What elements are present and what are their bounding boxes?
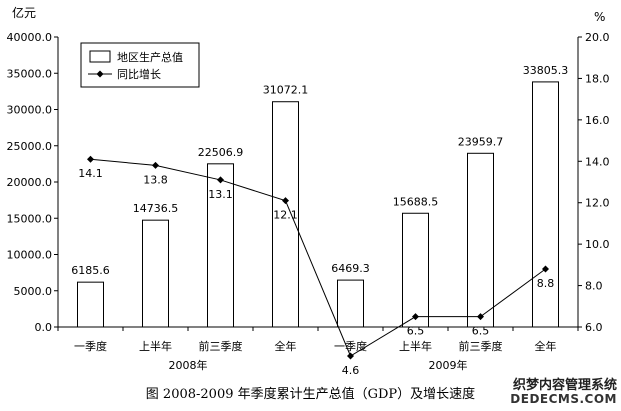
line-value-label: 13.8 [143, 173, 168, 186]
left-tick-label: 0.0 [35, 321, 53, 334]
right-tick-label: 12.0 [585, 197, 610, 210]
bar-value-label: 22506.9 [198, 146, 244, 159]
line-point-marker [347, 352, 354, 360]
bar-series [77, 81, 559, 328]
bar [532, 81, 559, 328]
right-tick-label: 16.0 [585, 114, 610, 127]
right-tick-label: 20.0 [585, 31, 610, 44]
bar [207, 163, 234, 328]
line-point-marker [87, 155, 94, 163]
left-tick-label: 35000.0 [7, 67, 53, 80]
left-unit-label: 亿元 [12, 5, 36, 20]
left-tick-label: 15000.0 [7, 212, 53, 225]
line-value-label: 14.1 [78, 167, 103, 180]
category-label: 前三季度 [199, 339, 243, 353]
line-value-label: 6.5 [472, 325, 490, 338]
bar-value-label: 33805.3 [523, 64, 569, 77]
bar [467, 152, 494, 328]
figure-caption: 图 2008-2009 年季度累计生产总值（GDP）及增长速度 [145, 387, 476, 402]
bar [337, 279, 364, 328]
left-tick-label: 30000.0 [7, 104, 53, 117]
line-value-label: 8.8 [537, 277, 555, 290]
legend-line-label: 同比增长 [117, 67, 161, 81]
legend-line-marker [96, 70, 104, 78]
category-label: 一季度 [74, 339, 107, 353]
line-point-marker [152, 161, 159, 169]
line-value-label: 6.5 [407, 325, 425, 338]
left-tick-label: 25000.0 [7, 140, 53, 153]
right-tick-label: 8.0 [585, 280, 603, 293]
data-labels: 6185.6 14736.5 22506.9 31072.1 6469.3 15688.5… [71, 64, 568, 377]
growth-line [90, 158, 546, 357]
right-unit-label: % [594, 10, 605, 24]
line-point-marker [412, 313, 419, 321]
bar [142, 219, 169, 328]
group-label: 2009年 [429, 358, 468, 372]
line-value-label: 12.1 [273, 209, 298, 222]
bar [402, 212, 429, 328]
bar-value-label: 6185.6 [71, 264, 110, 277]
line-point-marker [477, 313, 484, 321]
right-tick-label: 6.0 [585, 321, 603, 334]
legend-bar-swatch [89, 50, 111, 63]
bar-value-label: 6469.3 [331, 262, 370, 275]
category-label: 一季度 [334, 339, 367, 353]
watermark-title: 织梦内容管理系统 [512, 378, 617, 393]
line-series [87, 155, 549, 360]
line-point-marker [542, 265, 549, 273]
legend-box [80, 42, 200, 88]
category-label: 上半年 [139, 339, 172, 353]
category-label: 前三季度 [459, 339, 503, 353]
bar-value-label: 31072.1 [263, 84, 309, 97]
group-label: 2008年 [169, 358, 208, 372]
line-value-label: 4.6 [342, 364, 360, 377]
left-tick-label: 40000.0 [7, 31, 53, 44]
chart-axes: 0.0 5000.0 10000.0 15000.0 20000.0 25000.0 300… [7, 5, 610, 372]
bar-value-label: 23959.7 [458, 135, 504, 148]
bar [77, 281, 104, 328]
right-tick-label: 14.0 [585, 155, 610, 168]
category-label: 全年 [535, 339, 557, 353]
bar-value-label: 14736.5 [133, 202, 179, 215]
bar [272, 101, 299, 328]
category-label: 上半年 [399, 339, 432, 353]
left-tick-label: 20000.0 [7, 176, 53, 189]
legend-bar-label: 地区生产总值 [117, 50, 183, 64]
category-label: 全年 [275, 339, 297, 353]
right-tick-label: 18.0 [585, 72, 610, 85]
left-tick-label: 5000.0 [14, 285, 53, 298]
right-tick-label: 10.0 [585, 238, 610, 251]
left-tick-label: 10000.0 [7, 249, 53, 262]
bar-value-label: 15688.5 [393, 195, 439, 208]
line-value-label: 13.1 [208, 188, 233, 201]
line-point-marker [282, 197, 289, 205]
line-point-marker [217, 176, 224, 184]
watermark-url: DEDECMS.COM [510, 392, 617, 406]
